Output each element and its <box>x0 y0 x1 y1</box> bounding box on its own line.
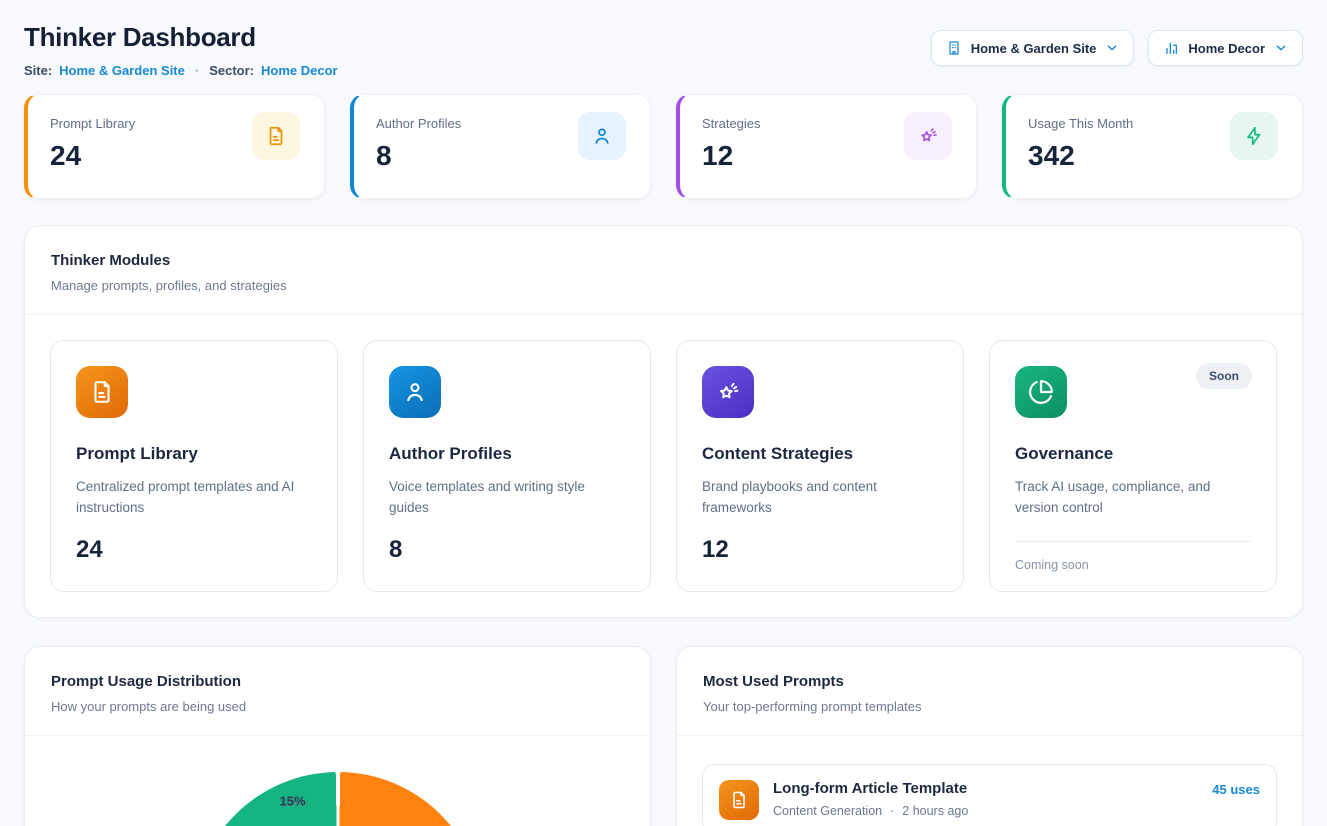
site-selector-dropdown[interactable]: Home & Garden Site <box>930 30 1135 66</box>
donut-slice-label: 15% <box>279 793 306 809</box>
stat-label: Prompt Library <box>50 116 136 131</box>
sparkle-star-icon <box>904 112 952 160</box>
stat-card-author-profiles: Author Profiles 8 <box>350 94 651 199</box>
list-item[interactable]: Long-form Article Template Content Gener… <box>702 764 1277 826</box>
module-title: Governance <box>1015 444 1114 463</box>
module-card-governance[interactable]: Soon Governance Track AI usage, complian… <box>989 340 1277 592</box>
sector-selector-dropdown[interactable]: Home Decor <box>1148 30 1303 66</box>
module-title: Content Strategies <box>702 444 854 463</box>
site-label: Site: <box>24 63 53 78</box>
document-icon <box>252 112 300 160</box>
site-link[interactable]: Home & Garden Site <box>59 63 185 78</box>
module-count: 24 <box>76 535 103 563</box>
module-description: Voice templates and writing style guides <box>389 479 585 515</box>
module-title: Prompt Library <box>76 444 198 463</box>
pie-chart-icon <box>1015 366 1067 418</box>
meta-separator: · <box>890 804 895 818</box>
chevron-down-icon <box>1274 41 1288 55</box>
uses-badge: 45 uses <box>1212 782 1260 797</box>
prompts-card-subtitle: Your top-performing prompt templates <box>703 699 922 714</box>
thinker-modules-panel: Thinker Modules Manage prompts, profiles… <box>24 225 1303 618</box>
module-card-prompt-library[interactable]: Prompt Library Centralized prompt templa… <box>50 340 338 592</box>
prompts-card-title: Most Used Prompts <box>703 673 844 690</box>
document-icon <box>719 780 759 820</box>
prompt-text: Long-form Article Template Content Gener… <box>773 778 1198 818</box>
module-count: 8 <box>389 535 403 563</box>
page-title: Thinker Dashboard <box>24 22 256 52</box>
stat-value: 24 <box>50 140 82 171</box>
stat-label: Usage This Month <box>1028 116 1134 131</box>
modules-grid: Prompt Library Centralized prompt templa… <box>25 315 1302 617</box>
most-used-prompts-card: Most Used Prompts Your top-performing pr… <box>676 646 1303 826</box>
coming-soon-text: Coming soon <box>1015 557 1089 572</box>
usage-donut-chart: 15% <box>25 736 650 826</box>
breadcrumb: Site: Home & Garden Site · Sector: Home … <box>24 63 338 78</box>
prompt-title: Long-form Article Template <box>773 780 968 797</box>
modules-panel-title: Thinker Modules <box>51 252 171 269</box>
module-card-content-strategies[interactable]: Content Strategies Brand playbooks and c… <box>676 340 964 592</box>
usage-card-subtitle: How your prompts are being used <box>51 699 247 714</box>
stats-row: Prompt Library 24 Author Profiles 8 Stra… <box>24 94 1303 199</box>
modules-panel-subtitle: Manage prompts, profiles, and strategies <box>51 278 287 293</box>
prompt-time: 2 hours ago <box>902 804 969 818</box>
module-divider <box>1015 540 1251 542</box>
sparkle-star-icon <box>702 366 754 418</box>
module-count: 12 <box>702 535 729 563</box>
module-description: Centralized prompt templates and AI inst… <box>76 479 295 515</box>
sector-label: Sector: <box>209 63 255 78</box>
prompts-card-header: Most Used Prompts Your top-performing pr… <box>677 647 1302 736</box>
prompt-list: Long-form Article Template Content Gener… <box>677 736 1302 826</box>
stat-card-strategies: Strategies 12 <box>676 94 977 199</box>
stat-label: Author Profiles <box>376 116 462 131</box>
usage-donut: 15% <box>192 772 483 826</box>
header-left: Thinker Dashboard Site: Home & Garden Si… <box>24 22 338 78</box>
header-actions: Home & Garden Site Home Decor <box>930 30 1303 66</box>
user-icon <box>389 366 441 418</box>
document-icon <box>76 366 128 418</box>
stat-value: 342 <box>1028 140 1075 171</box>
site-selector-label: Home & Garden Site <box>970 40 1097 56</box>
usage-card-header: Prompt Usage Distribution How your promp… <box>25 647 650 736</box>
building-icon <box>946 40 962 56</box>
sector-link[interactable]: Home Decor <box>261 63 338 78</box>
module-description: Track AI usage, compliance, and version … <box>1015 479 1211 515</box>
bar-chart-icon <box>1163 40 1179 56</box>
module-title: Author Profiles <box>389 444 512 463</box>
modules-panel-header: Thinker Modules Manage prompts, profiles… <box>25 226 1302 315</box>
prompt-category: Content Generation <box>773 804 883 818</box>
lightning-icon <box>1230 112 1278 160</box>
sector-selector-label: Home Decor <box>1188 40 1265 56</box>
usage-distribution-card: Prompt Usage Distribution How your promp… <box>24 646 651 826</box>
bottom-row: Prompt Usage Distribution How your promp… <box>24 646 1303 826</box>
page-header: Thinker Dashboard Site: Home & Garden Si… <box>0 0 1327 78</box>
stat-card-usage: Usage This Month 342 <box>1002 94 1303 199</box>
stat-label: Strategies <box>702 116 761 131</box>
prompt-meta: Content Generation · 2 hours ago <box>773 804 1198 818</box>
soon-badge: Soon <box>1196 363 1252 389</box>
user-icon <box>578 112 626 160</box>
stat-value: 8 <box>376 140 392 171</box>
module-card-author-profiles[interactable]: Author Profiles Voice templates and writ… <box>363 340 651 592</box>
subtitle-separator: · <box>194 63 200 78</box>
usage-card-title: Prompt Usage Distribution <box>51 673 242 690</box>
stat-card-prompt-library: Prompt Library 24 <box>24 94 325 199</box>
stat-value: 12 <box>702 140 734 171</box>
chevron-down-icon <box>1105 41 1119 55</box>
module-description: Brand playbooks and content frameworks <box>702 479 877 515</box>
